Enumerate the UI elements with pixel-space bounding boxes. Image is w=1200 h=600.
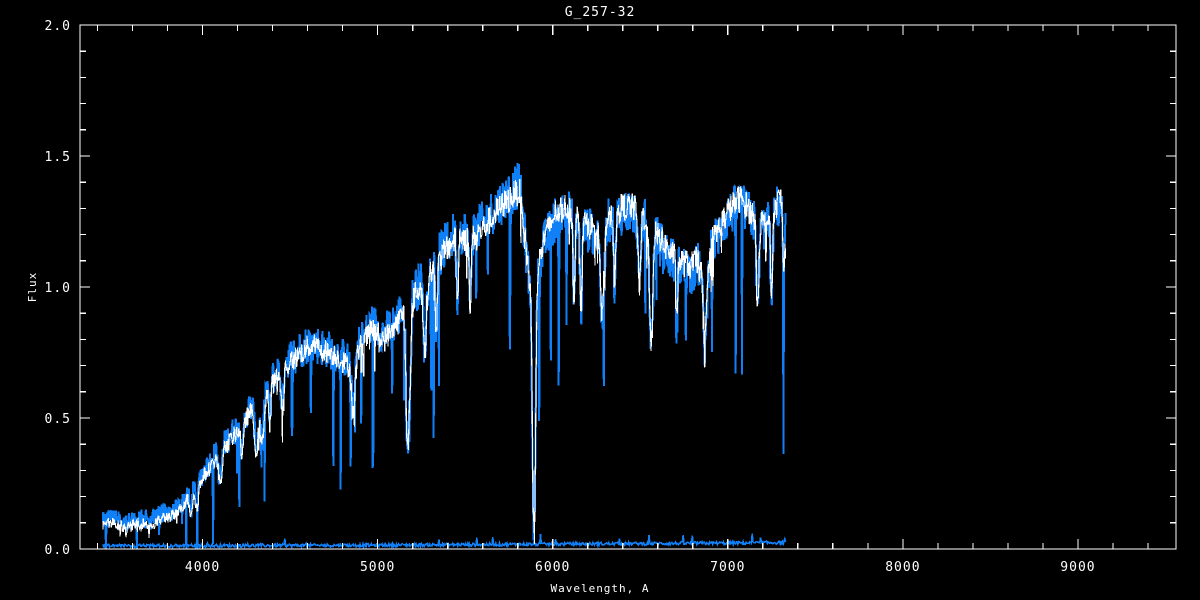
axes-frame [79,24,1177,550]
observed-spectrum-trace [102,178,787,544]
y-axis-label: Flux [26,272,39,303]
x-axis-label: Wavelength, A [550,582,649,595]
x-tick-label: 7000 [710,560,745,575]
y-tick-label: 2.0 [45,19,71,34]
tick-labels: 4000 5000 6000 7000 8000 9000 0.0 0.5 1.0 1.5 2.0 [45,19,1095,575]
y-tick-label: 1.5 [45,150,71,165]
y-tick-label: 0.5 [45,412,71,427]
x-tick-label: 8000 [885,560,920,575]
x-tick-label: 9000 [1060,560,1095,575]
x-tick-label: 6000 [535,560,570,575]
y-tick-label: 1.0 [45,281,71,296]
y-tick-label: 0.0 [45,543,71,558]
error-spectrum-trace [102,533,787,550]
x-tick-label: 5000 [360,560,395,575]
x-tick-label: 4000 [185,560,220,575]
chart-title: G_257-32 [565,5,636,20]
